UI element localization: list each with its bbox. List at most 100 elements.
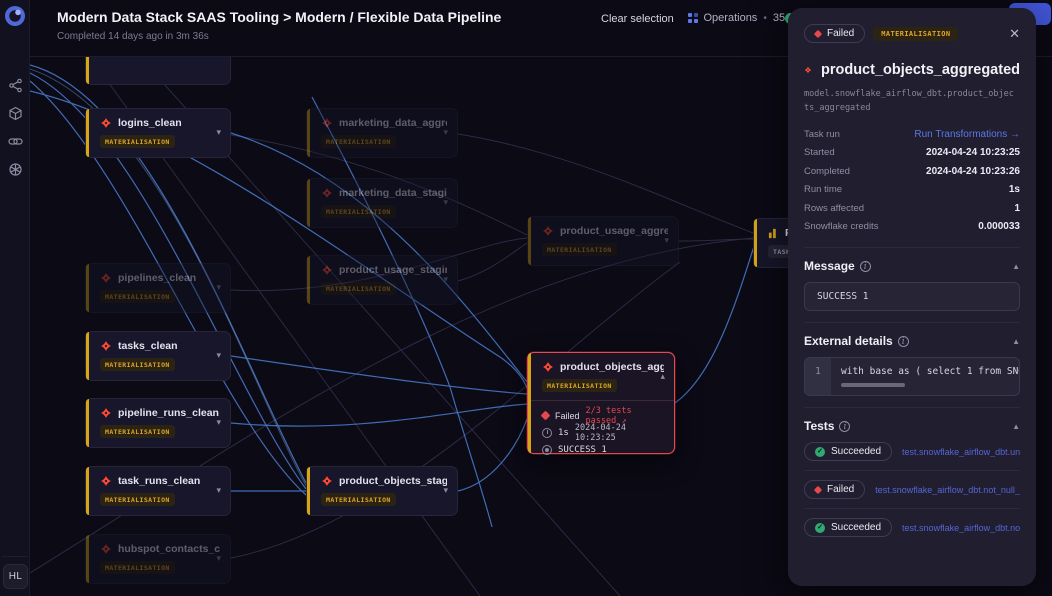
dag-node-pipeline_runs_clean[interactable]: pipeline_runs_clean ▾ MATERIALISATION	[85, 398, 231, 448]
node-title: pipeline_runs_clean	[118, 407, 219, 419]
collapse-caret-icon[interactable]: ▲	[1012, 336, 1020, 346]
check-circle-icon: ✓	[815, 446, 825, 457]
chevron-down-icon[interactable]: ▾	[443, 197, 448, 207]
detail-value: 1	[1014, 202, 1020, 214]
tests-list: ✓ Succeeded test.snowflake_airflow_dbt.u…	[804, 433, 1020, 546]
dbt-icon	[543, 226, 553, 236]
node-title: marketing_data_aggregated	[339, 117, 447, 129]
dag-node-product_objects_staging[interactable]: product_objects_staging ▾ MATERIALISATION	[306, 466, 458, 516]
dbt-icon	[101, 273, 111, 283]
dag-node-marketing_data_aggregated[interactable]: marketing_data_aggregated ▾ MATERIALISATI…	[306, 108, 458, 158]
dag-node-scrolled-top[interactable]	[85, 57, 231, 85]
clear-selection-button[interactable]: Clear selection	[601, 13, 674, 25]
detail-list: Task run Run Transformations → Started 20…	[804, 125, 1020, 236]
detail-label: Run time	[804, 184, 843, 196]
info-icon[interactable]: i	[859, 260, 871, 272]
node-status-stripe	[528, 217, 531, 265]
node-status-stripe	[86, 264, 89, 312]
test-link[interactable]: test.snowflake_airflow_dbt.not_null_pr	[875, 484, 1020, 495]
sql-code: with base as ( select 1 from SNOWFLAKE	[841, 366, 1019, 378]
collapse-caret-icon[interactable]: ▲	[1012, 421, 1020, 431]
node-duration: 1s	[558, 427, 569, 438]
detail-label: Started	[804, 147, 835, 159]
chevron-down-icon[interactable]: ▾	[216, 553, 221, 563]
dag-node-tasks_clean[interactable]: tasks_clean ▾ MATERIALISATION	[85, 331, 231, 381]
globe-icon	[8, 162, 22, 176]
test-status-badge: Failed	[804, 480, 866, 500]
dag-node-product_usage_aggregated[interactable]: product_usage_aggregated ▾ MATERIALISATIO…	[527, 216, 679, 266]
chevron-down-icon[interactable]: ▾	[216, 127, 221, 137]
dag-node-marketing_data_staging[interactable]: marketing_data_staging ▾ MATERIALISATION	[306, 178, 458, 228]
dbt-icon	[322, 265, 332, 275]
sidebar-item-integrations[interactable]	[0, 128, 30, 154]
dbt-icon	[322, 118, 332, 128]
sidebar-item-settings[interactable]	[0, 156, 30, 182]
node-status-stripe	[86, 467, 89, 515]
test-status-badge: ✓ Succeeded	[804, 442, 893, 462]
chevron-down-icon[interactable]: ▾	[443, 127, 448, 137]
message-content: SUCCESS 1	[804, 282, 1020, 312]
node-title: product_objects_aggregated	[560, 361, 664, 373]
node-type-badge: MATERIALISATION	[100, 425, 175, 438]
chevron-down-icon[interactable]: ▾	[443, 485, 448, 495]
node-title: logins_clean	[118, 117, 182, 129]
task-run-link[interactable]: Run Transformations →	[914, 128, 1020, 140]
detail-value: 1s	[1008, 184, 1020, 196]
node-title: marketing_data_staging	[339, 187, 447, 199]
dag-canvas[interactable]: logins_clean ▾ MATERIALISATION pipelines_…	[30, 57, 1052, 596]
tests-section: Tests i ▲ ✓ Succeeded test.snowflake_air…	[804, 407, 1020, 546]
sidebar-item-products[interactable]	[0, 100, 30, 126]
collapse-caret-icon[interactable]: ▲	[1012, 261, 1020, 271]
dag-node-pipelines_clean[interactable]: pipelines_clean ▾ MATERIALISATION	[85, 263, 231, 313]
failed-diamond-icon	[813, 29, 823, 38]
node-type-badge: MATERIALISATION	[542, 243, 617, 256]
run-status-subtitle: Completed 14 days ago in 3m 36s	[57, 31, 209, 42]
dag-node-product_usage_staging[interactable]: product_usage_staging ▾ MATERIALISATION	[306, 255, 458, 305]
node-status-stripe	[86, 109, 89, 157]
operations-counter[interactable]: Operations • 35	[688, 12, 785, 24]
orchestra-logo[interactable]	[5, 6, 25, 26]
chevron-down-icon[interactable]: ▾	[443, 274, 448, 284]
user-avatar[interactable]: HL	[3, 564, 28, 589]
dag-node-product_objects_aggregated[interactable]: product_objects_aggregated ▴ MATERIALISAT…	[527, 352, 675, 455]
materialisation-badge: MATERIALISATION	[873, 26, 959, 41]
node-type-badge: MATERIALISATION	[100, 358, 175, 371]
node-message: SUCCESS 1	[558, 444, 607, 455]
dag-node-logins_clean[interactable]: logins_clean ▾ MATERIALISATION	[85, 108, 231, 158]
dbt-icon	[101, 408, 111, 418]
node-type-badge: MATERIALISATION	[321, 493, 396, 506]
detail-value: 2024-04-24 10:23:26	[926, 165, 1020, 177]
chevron-down-icon[interactable]: ▾	[216, 417, 221, 427]
tests-summary-link[interactable]: 2/3 tests passed ↗	[585, 405, 632, 426]
dbt-icon	[101, 476, 111, 486]
operations-grid-icon	[688, 13, 698, 23]
node-type-badge: MATERIALISATION	[100, 290, 175, 303]
sql-code-block[interactable]: 1 with base as ( select 1 from SNOWFLAKE	[804, 357, 1020, 397]
test-status-badge: ✓ Succeeded	[804, 518, 893, 538]
info-icon[interactable]: i	[839, 420, 851, 432]
dag-node-task_runs_clean[interactable]: task_runs_clean ▾ MATERIALISATION	[85, 466, 231, 516]
detail-label: Snowflake credits	[804, 221, 879, 233]
status-badge: Failed	[804, 24, 866, 43]
detail-label: Completed	[804, 165, 850, 177]
node-type-badge: MATERIALISATION	[100, 135, 175, 148]
panel-title: product_objects_aggregated	[820, 62, 1020, 78]
test-link[interactable]: test.snowflake_airflow_dbt.not_null_pr	[902, 522, 1020, 533]
sidebar-item-pipelines[interactable]	[0, 72, 30, 98]
dbt-icon	[101, 341, 111, 351]
test-link[interactable]: test.snowflake_airflow_dbt.unique_pro	[902, 446, 1020, 457]
horizontal-scrollbar[interactable]	[841, 383, 905, 388]
info-icon[interactable]: i	[897, 335, 909, 347]
node-type-badge: MATERIALISATION	[100, 561, 175, 574]
detail-row: Run time 1s	[804, 181, 1020, 200]
close-icon[interactable]: ✕	[1009, 26, 1020, 41]
chevron-up-icon[interactable]: ▴	[660, 371, 665, 381]
chevron-down-icon[interactable]: ▾	[664, 235, 669, 245]
dag-node-hubspot_contacts_clean[interactable]: hubspot_contacts_clean ▾ MATERIALISATION	[85, 534, 231, 584]
check-circle-icon: ✓	[815, 522, 825, 533]
chevron-down-icon[interactable]: ▾	[216, 485, 221, 495]
node-title: task_runs_clean	[118, 475, 201, 487]
chevron-down-icon[interactable]: ▾	[216, 350, 221, 360]
sidebar: HL	[0, 0, 30, 596]
chevron-down-icon[interactable]: ▾	[216, 282, 221, 292]
